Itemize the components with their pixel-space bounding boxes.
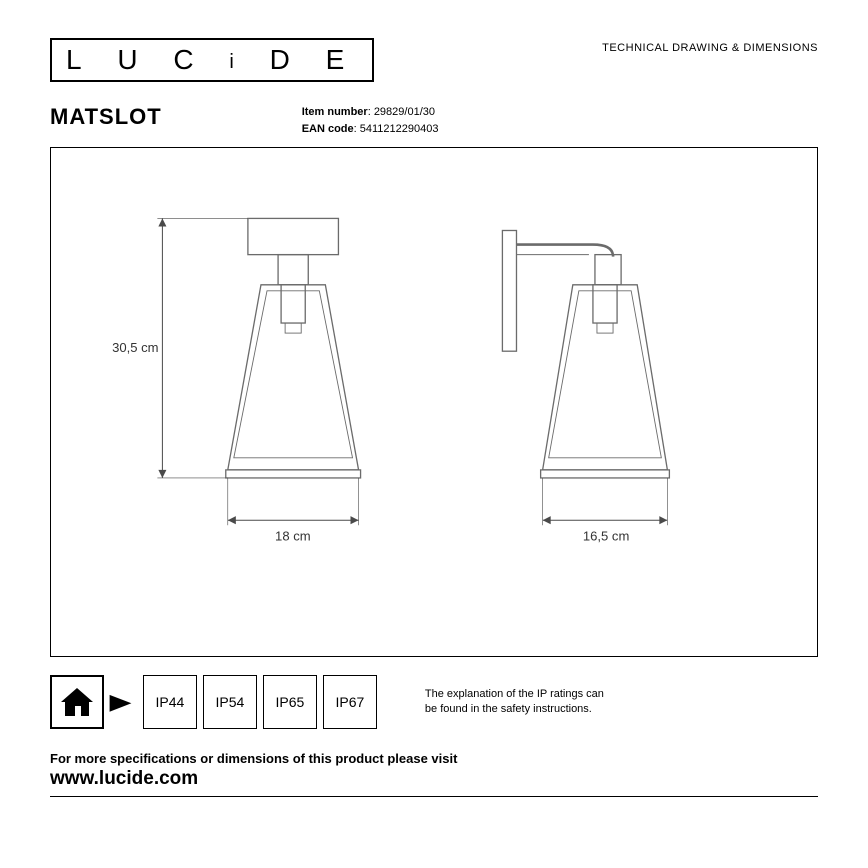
ip-rating-box: IP44 — [143, 675, 197, 729]
footer-divider — [50, 796, 818, 797]
ip-note: The explanation of the IP ratings can be… — [425, 687, 605, 718]
footer-url: www.lucide.com — [50, 768, 818, 790]
svg-text:30,5 cm: 30,5 cm — [112, 340, 159, 355]
item-info: Item number: 29829/01/30 EAN code: 54112… — [302, 104, 439, 137]
item-number: : 29829/01/30 — [368, 106, 435, 118]
svg-text:18 cm: 18 cm — [275, 528, 311, 543]
ip-rating-box: IP65 — [263, 675, 317, 729]
technical-drawing: 30,5 cm 18 cm 16,5 cm — [51, 148, 817, 656]
ean-label: EAN code — [302, 123, 354, 135]
footer: For more specifications or dimensions of… — [50, 751, 818, 797]
brand-logo: L U C i D E — [50, 38, 374, 82]
ip-rating-box: IP67 — [323, 675, 377, 729]
brand-text: L U C i D E — [66, 44, 358, 76]
product-name: MATSLOT — [50, 104, 162, 130]
header-label: TECHNICAL DRAWING & DIMENSIONS — [602, 38, 818, 54]
ip-row: ▶ IP44IP54IP65IP67 The explanation of th… — [50, 675, 818, 729]
drawing-frame: 30,5 cm 18 cm 16,5 cm — [50, 147, 818, 657]
ip-rating-box: IP54 — [203, 675, 257, 729]
item-number-label: Item number — [302, 106, 368, 118]
arrow-icon: ▶ — [109, 689, 131, 715]
house-icon — [50, 675, 104, 729]
svg-text:16,5 cm: 16,5 cm — [583, 528, 630, 543]
ean-code: : 5411212290403 — [354, 123, 439, 135]
footer-line: For more specifications or dimensions of… — [50, 751, 818, 766]
